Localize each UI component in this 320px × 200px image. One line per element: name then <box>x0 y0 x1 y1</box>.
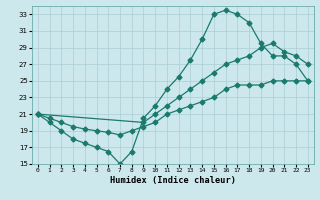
X-axis label: Humidex (Indice chaleur): Humidex (Indice chaleur) <box>110 176 236 185</box>
